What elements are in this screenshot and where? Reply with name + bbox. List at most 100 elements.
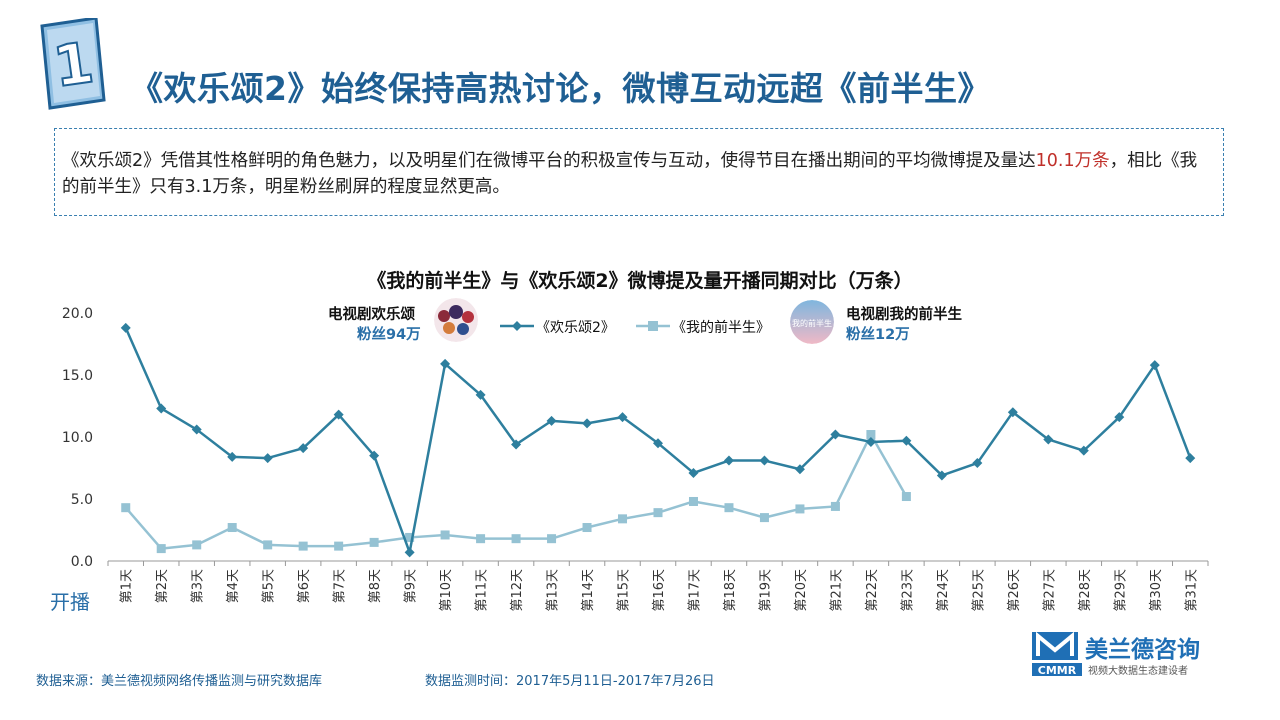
callout-left-name: 电视剧欢乐颂: [328, 307, 415, 323]
y-tick-label: 20.0: [62, 306, 93, 322]
data-point-series1: [794, 464, 805, 475]
legend-marker-series2: [636, 321, 670, 331]
data-point-series1: [120, 322, 131, 333]
x-tick-label: 第7天: [333, 569, 348, 603]
page-title: 《欢乐颂2》始终保持高热讨论，微博互动远超《前半生》: [130, 69, 991, 108]
data-point-series2: [192, 540, 202, 550]
data-point-series2: [688, 496, 698, 506]
data-point-series2: [369, 537, 379, 547]
data-point-series2: [121, 503, 131, 513]
data-point-series1: [901, 435, 912, 446]
data-point-series1: [191, 424, 202, 435]
data-point-series2: [901, 492, 911, 502]
data-point-series2: [795, 504, 805, 514]
x-tick-label: 第27天: [1042, 569, 1057, 612]
data-point-series1: [617, 412, 628, 423]
x-tick-label: 第25天: [971, 569, 986, 612]
data-point-series2: [830, 501, 840, 511]
y-tick-label: 0.0: [71, 554, 93, 570]
data-point-series1: [865, 436, 876, 447]
x-tick-label: 第26天: [1007, 569, 1022, 612]
data-point-series1: [404, 547, 415, 558]
x-tick-label: 第30天: [1149, 569, 1164, 612]
data-point-series1: [440, 358, 451, 369]
data-point-series1: [1043, 434, 1054, 445]
series-line-2: [124, 433, 908, 550]
x-tick-label: 第18天: [723, 569, 738, 612]
description-text: 《欢乐颂2》凭借其性格鲜明的角色魅力，以及明星们在微博平台的积极宣传与互动，使得…: [62, 148, 1212, 200]
data-point-series1: [298, 443, 309, 454]
x-tick-label: 第19天: [758, 569, 773, 612]
data-point-series2: [263, 540, 273, 550]
x-tick-label: 第9天: [404, 569, 419, 603]
x-tick-label: 第15天: [617, 569, 632, 612]
legend-label-series1: 《欢乐颂2》: [536, 320, 615, 336]
y-tick-label: 5.0: [71, 492, 93, 508]
logo-abbr: CMMR: [1038, 664, 1077, 677]
x-tick-label: 第4天: [226, 569, 241, 603]
data-point-series2: [866, 430, 876, 440]
data-point-series1: [972, 458, 983, 469]
data-point-series1: [830, 429, 841, 440]
data-point-series1: [1185, 453, 1196, 464]
data-point-series1: [546, 415, 557, 426]
data-point-series1: [759, 455, 770, 466]
x-tick-label: 第1天: [120, 569, 135, 603]
data-point-series1: [582, 418, 593, 429]
x-tick-label: 第31天: [1184, 569, 1199, 612]
data-point-series2: [759, 513, 769, 523]
y-tick-label: 10.0: [62, 430, 93, 446]
data-point-series2: [547, 534, 557, 544]
legend-marker-series1: [500, 321, 534, 331]
x-tick-label: 第24天: [936, 569, 951, 612]
x-tick-label: 第28天: [1078, 569, 1093, 612]
data-point-series1: [1149, 360, 1160, 371]
start-label: 开播: [50, 590, 90, 614]
data-point-series1: [936, 470, 947, 481]
data-point-series1: [653, 438, 663, 449]
x-tick-label: 第14天: [581, 569, 596, 612]
x-tick-label: 第29天: [1113, 569, 1128, 612]
data-point-series1: [156, 403, 167, 414]
x-tick-label: 第8天: [368, 569, 383, 603]
data-point-series2: [405, 532, 415, 542]
x-tick-label: 第6天: [297, 569, 312, 603]
data-point-series1: [511, 439, 522, 450]
data-point-series1: [688, 467, 699, 478]
description-part2: ，相比《我的前半生》只有3.1万条，明星粉丝刷屏的程度显然更高。: [62, 151, 1198, 197]
data-point-series1: [1007, 407, 1018, 418]
data-point-series2: [724, 503, 734, 513]
data-point-series2: [156, 544, 166, 554]
data-point-series2: [440, 530, 450, 540]
footer-period: 数据监测时间：2017年5月11日-2017年7月26日: [425, 674, 715, 689]
x-tick-label: 第21天: [829, 569, 844, 612]
description-box: [54, 128, 1224, 216]
legend-label-series2: 《我的前半生》: [672, 320, 770, 336]
x-tick-label: 第10天: [439, 569, 454, 612]
data-point-series1: [723, 455, 734, 466]
x-tick-label: 第23天: [900, 569, 915, 612]
data-point-series2: [476, 534, 486, 544]
data-point-series2: [511, 534, 521, 544]
data-point-series1: [333, 409, 344, 420]
x-tick-label: 第20天: [794, 569, 809, 612]
x-tick-label: 第5天: [262, 569, 277, 603]
x-tick-label: 第12天: [510, 569, 525, 612]
x-tick-label: 第3天: [191, 569, 206, 603]
y-tick-label: 15.0: [62, 368, 93, 384]
data-point-series2: [618, 514, 628, 524]
callout-left-fans: 粉丝94万: [357, 327, 421, 343]
x-tick-label: 第22天: [865, 569, 880, 612]
description-part1: 《欢乐颂2》凭借其性格鲜明的角色魅力，以及明星们在微博平台的积极宣传与互动，使得…: [62, 151, 1036, 171]
x-tick-label: 第13天: [546, 569, 561, 612]
logo-name: 美兰德咨询: [1085, 636, 1200, 663]
description-highlight: 10.1万条: [1035, 151, 1110, 171]
data-point-series2: [653, 508, 663, 518]
badge-number: 1: [50, 31, 98, 101]
data-point-series1: [227, 451, 238, 462]
x-tick-label: 第17天: [687, 569, 702, 612]
chart-title: 《我的前半生》与《欢乐颂2》微博提及量开播同期对比（万条）: [367, 270, 913, 292]
qianbansheng-avatar: 我的前半生: [790, 300, 834, 344]
data-point-series1: [475, 389, 486, 400]
